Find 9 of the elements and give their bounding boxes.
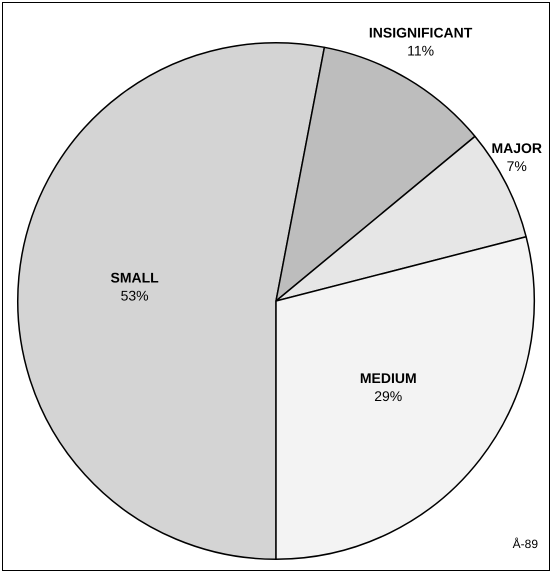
slice-label: SMALL xyxy=(110,269,160,286)
slice-label: MAJOR xyxy=(491,140,542,156)
data-label: 7% xyxy=(506,158,527,174)
data-label: 29% xyxy=(374,388,402,404)
data-label: 11% xyxy=(407,42,434,58)
text: Å-89 xyxy=(512,537,538,551)
data-label: 53% xyxy=(120,287,149,304)
slice-label: INSIGNIFICANT xyxy=(368,24,473,40)
slice-label: MEDIUM xyxy=(360,370,417,386)
